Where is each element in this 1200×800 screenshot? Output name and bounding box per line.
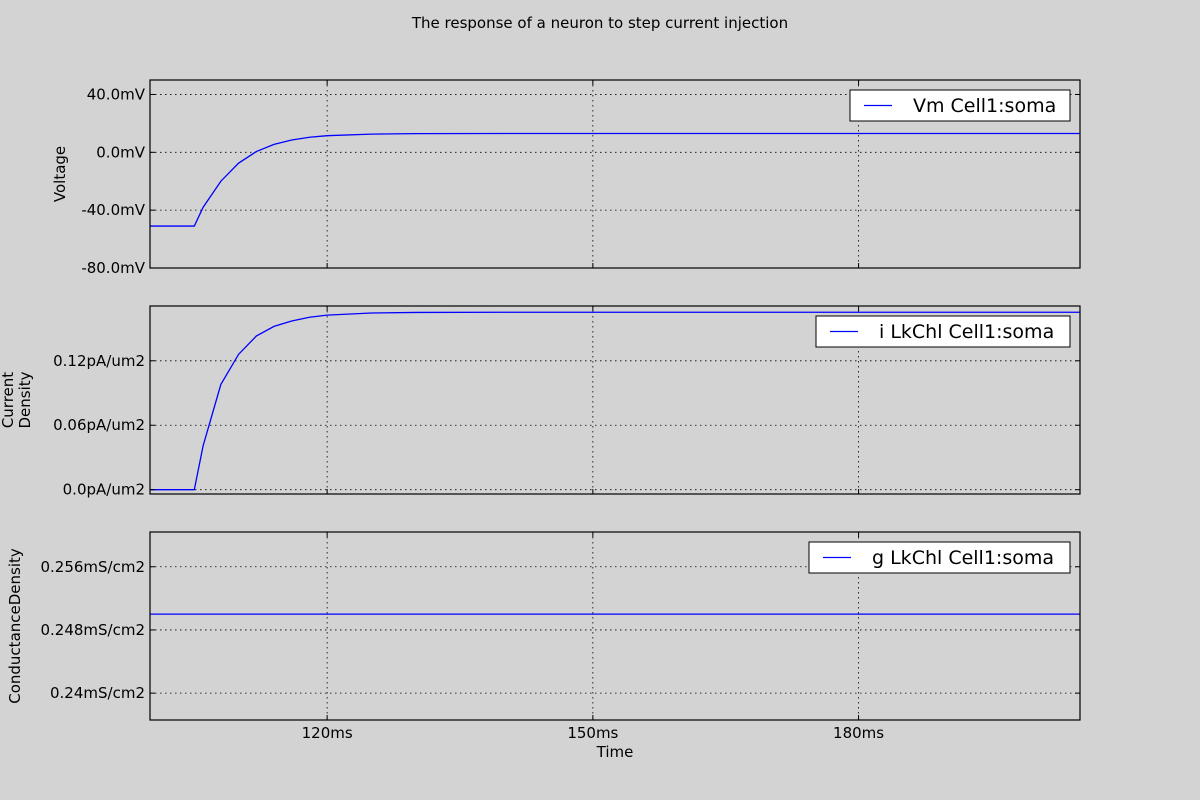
subplot-1: -80.0mV -40.0mV 0.0mV 40.0mV Voltage Vm Cell1…	[51, 79, 1081, 277]
y-tick-label: 0.24mS/cm2	[50, 684, 145, 702]
x-tick-label: 150ms	[567, 724, 618, 742]
x-axis-label: Time	[596, 743, 634, 761]
y-tick-label: 0.248mS/cm2	[40, 621, 145, 639]
y-tick-label: 0.0pA/um2	[63, 481, 145, 499]
subplot-3: 0.24mS/cm2 0.248mS/cm2 0.256mS/cm2 Conducta…	[6, 531, 1081, 742]
y-tick-label: -40.0mV	[81, 201, 145, 219]
y-axis-label: CurrentDensity	[0, 371, 34, 428]
y-tick-label: 40.0mV	[87, 85, 146, 103]
legend: g LkChl Cell1:soma	[808, 541, 1071, 574]
subplots: -80.0mV -40.0mV 0.0mV 40.0mV Voltage Vm Cell1…	[0, 79, 1081, 742]
subplot-2: 0.0pA/um2 0.06pA/um2 0.12pA/um2 CurrentDens…	[0, 305, 1081, 499]
y-tick-label: -80.0mV	[81, 259, 145, 277]
legend-label: g LkChl Cell1:soma	[872, 547, 1054, 569]
y-axis-label: Voltage	[51, 146, 69, 202]
y-tick-label: 0.256mS/cm2	[40, 558, 145, 576]
y-axis-label-line: ConductanceDensity	[6, 548, 24, 704]
y-axis-label: ConductanceDensity	[6, 548, 24, 704]
legend-label: i LkChl Cell1:soma	[879, 321, 1054, 343]
series-line	[150, 311, 1080, 491]
legend: Vm Cell1:soma	[849, 89, 1071, 122]
legend-box	[808, 541, 1071, 574]
legend-box	[815, 315, 1071, 348]
y-axis-label-line: Density	[16, 371, 34, 428]
legend: i LkChl Cell1:soma	[815, 315, 1071, 348]
y-tick-label: 0.12pA/um2	[53, 352, 145, 370]
legend-label: Vm Cell1:soma	[913, 95, 1056, 117]
series-line	[150, 132, 1080, 227]
y-tick-label: 0.06pA/um2	[53, 416, 145, 434]
figure-title: The response of a neuron to step current…	[411, 14, 788, 32]
y-axis-label-line: Voltage	[51, 146, 69, 202]
plot-frame	[149, 79, 1081, 269]
plot-frame	[149, 531, 1081, 721]
y-tick-label: 0.0mV	[96, 143, 145, 161]
x-tick-label: 120ms	[302, 724, 353, 742]
y-axis-label-line: Current	[0, 372, 17, 428]
x-tick-label: 180ms	[833, 724, 884, 742]
plot-frame	[149, 305, 1081, 495]
